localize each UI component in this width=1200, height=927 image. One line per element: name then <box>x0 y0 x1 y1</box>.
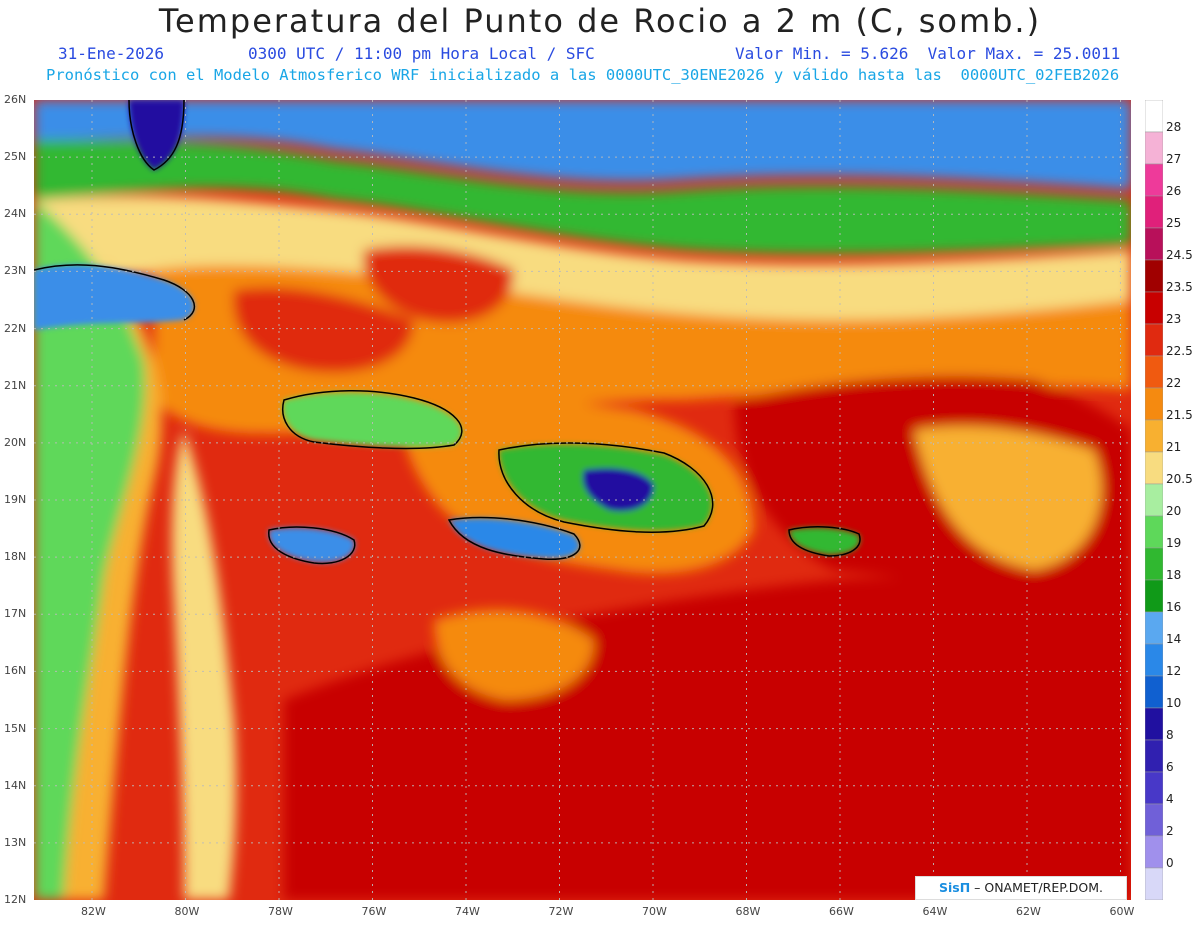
colorbar-swatch <box>1145 291 1163 325</box>
colorbar-label: 26 <box>1166 184 1182 198</box>
map-title: Temperatura del Punto de Rocio a 2 m (C,… <box>158 2 1042 40</box>
lon-label: 76W <box>361 905 387 918</box>
colorbar-label: 25 <box>1166 216 1182 230</box>
lon-label: 82W <box>81 905 106 918</box>
colorbar-swatch <box>1145 451 1163 485</box>
colorbar-swatch <box>1145 163 1163 197</box>
colorbar-swatch <box>1145 611 1163 645</box>
value-minmax: Valor Min. = 5.626 Valor Max. = 25.0011 <box>735 44 1121 63</box>
colorbar-label: 14 <box>1166 632 1182 646</box>
colorbar-label: 21.5 <box>1166 408 1193 422</box>
colorbar-swatch <box>1145 419 1163 453</box>
lat-label: 19N <box>4 493 27 506</box>
colorbar-swatch <box>1145 547 1163 581</box>
colorbar-swatch <box>1145 195 1163 229</box>
colorbar-label: 19 <box>1166 536 1182 550</box>
colorbar-label: 23.5 <box>1166 280 1193 294</box>
colorbar-label: 8 <box>1166 728 1174 742</box>
lat-label: 23N <box>4 264 27 278</box>
forecast-date: 31-Ene-2026 <box>58 44 164 63</box>
lon-label: 80W <box>174 905 200 918</box>
lat-label: 20N <box>4 435 27 449</box>
colorbar-swatch <box>1145 387 1163 421</box>
credit-brand: SisΠ <box>938 880 971 895</box>
lat-label: 12N <box>4 893 27 906</box>
colorbar-swatch <box>1145 707 1163 741</box>
colorbar-swatch <box>1145 323 1163 357</box>
forecast-time: 0300 UTC / 11:00 pm Hora Local / SFC <box>248 44 595 63</box>
colorbar-swatch <box>1145 675 1163 709</box>
lat-label: 13N <box>4 835 27 849</box>
colorbar-label: 27 <box>1166 152 1182 166</box>
model-info: Pronóstico con el Modelo Atmosferico WRF… <box>46 66 1120 84</box>
colorbar-swatch <box>1145 259 1163 293</box>
colorbar-label: 18 <box>1166 568 1182 582</box>
lat-label: 24N <box>4 207 27 221</box>
colorbar-label: 22 <box>1166 376 1182 390</box>
colorbar-label: 4 <box>1166 792 1174 806</box>
colorbar-label: 16 <box>1166 600 1182 614</box>
colorbar-label: 22.5 <box>1166 344 1193 358</box>
lon-label: 62W <box>1016 905 1041 918</box>
colorbar-label: 20 <box>1166 504 1182 518</box>
lon-label: 66W <box>829 905 854 918</box>
lat-label: 16N <box>4 664 27 678</box>
lat-label: 26N <box>4 93 27 106</box>
colorbar-swatch <box>1145 739 1163 773</box>
lat-label: 21N <box>4 378 27 392</box>
colorbar-swatch <box>1145 515 1163 549</box>
colorbar-swatch <box>1145 579 1163 613</box>
credit-text: – ONAMET/REP.DOM. <box>970 880 1104 895</box>
lat-label: 14N <box>4 778 27 792</box>
colorbar-swatch <box>1145 771 1163 805</box>
colorbar-swatch <box>1145 355 1163 389</box>
colorbar-swatch <box>1145 131 1163 165</box>
colorbar-swatch <box>1145 643 1163 677</box>
lat-label: 15N <box>4 721 27 735</box>
colorbar-swatch <box>1145 867 1163 900</box>
colorbar-swatch <box>1145 835 1163 869</box>
lon-label: 78W <box>268 905 293 918</box>
lat-label: 22N <box>4 321 27 335</box>
lon-label: 60W <box>1109 905 1135 918</box>
lat-label: 18N <box>4 550 27 564</box>
colorbar-label: 21 <box>1166 440 1182 454</box>
colorbar-swatch <box>1145 803 1163 837</box>
colorbar-label: 6 <box>1166 760 1174 774</box>
colorbar-swatch <box>1145 100 1163 133</box>
lon-label: 74W <box>455 905 480 918</box>
lat-label: 25N <box>4 150 27 164</box>
lon-label: 64W <box>922 905 948 918</box>
colorbar-label: 0 <box>1166 856 1174 870</box>
colorbar-label: 12 <box>1166 664 1182 678</box>
lon-label: 68W <box>735 905 761 918</box>
colorbar-label: 10 <box>1166 696 1182 710</box>
colorbar-swatch <box>1145 483 1163 517</box>
colorbar-label: 28 <box>1166 120 1182 134</box>
credit-box: SisΠ – ONAMET/REP.DOM. <box>915 876 1127 900</box>
colorbar-swatch <box>1145 227 1163 261</box>
colorbar <box>1145 100 1163 900</box>
dewpoint-map <box>34 100 1131 900</box>
lon-label: 70W <box>642 905 667 918</box>
colorbar-label: 24.5 <box>1166 248 1193 262</box>
colorbar-label: 2 <box>1166 824 1174 838</box>
colorbar-label: 20.5 <box>1166 472 1193 486</box>
colorbar-label: 23 <box>1166 312 1182 326</box>
lat-label: 17N <box>4 607 27 621</box>
lon-label: 72W <box>548 905 574 918</box>
